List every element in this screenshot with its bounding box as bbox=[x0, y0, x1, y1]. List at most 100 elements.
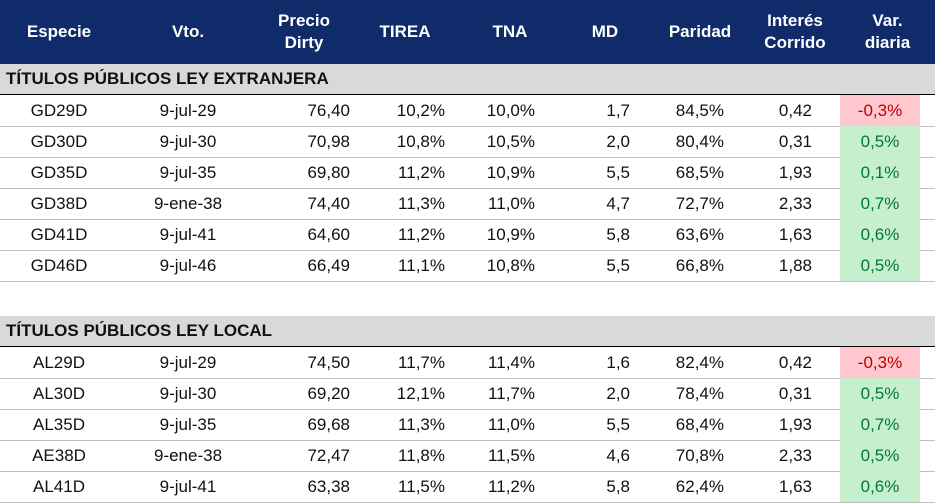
cell-tirea: 11,2% bbox=[398, 225, 445, 244]
cell-paridad: 82,4% bbox=[675, 353, 724, 372]
cell-var: 0,7% bbox=[840, 409, 920, 441]
section-rule bbox=[0, 94, 935, 95]
cell-vto: 9-jul-41 bbox=[159, 225, 217, 244]
cell-paridad: 70,8% bbox=[675, 446, 724, 465]
table-header: Especie Vto. Precio Dirty TIREA TNA MD P… bbox=[0, 0, 935, 64]
cell-vto: 9-jul-30 bbox=[159, 132, 217, 151]
cell-interes: 1,63 bbox=[778, 225, 812, 244]
cell-tna: 11,0% bbox=[488, 415, 535, 434]
cell-precio: 70,98 bbox=[307, 132, 350, 151]
cell-paridad: 68,5% bbox=[675, 163, 724, 182]
cell-var: 0,7% bbox=[840, 188, 920, 220]
cell-precio: 63,38 bbox=[307, 477, 350, 496]
table-row: AL30D 9-jul-30 69,20 12,1% 11,7% 2,0 78,4% 0,31… bbox=[0, 378, 935, 410]
row-separator bbox=[0, 378, 935, 379]
cell-interes: 0,31 bbox=[778, 132, 812, 151]
table-row: GD29D 9-jul-29 76,40 10,2% 10,0% 1,7 84,5% 0,42… bbox=[0, 95, 935, 127]
table-row: GD35D 9-jul-35 69,80 11,2% 10,9% 5,5 68,5% 1,93… bbox=[0, 157, 935, 189]
cell-vto: 9-jul-35 bbox=[159, 163, 217, 182]
cell-tirea: 11,7% bbox=[398, 353, 445, 372]
cell-interes: 0,31 bbox=[778, 384, 812, 403]
header-vto: Vto. bbox=[171, 22, 205, 41]
table-row: GD30D 9-jul-30 70,98 10,8% 10,5% 2,0 80,4% 0,31… bbox=[0, 126, 935, 158]
cell-tirea: 11,2% bbox=[398, 163, 445, 182]
section-title: TÍTULOS PÚBLICOS LEY LOCAL bbox=[6, 321, 273, 340]
row-separator bbox=[0, 188, 935, 189]
cell-vto: 9-ene-38 bbox=[153, 194, 223, 213]
cell-vto: 9-jul-35 bbox=[159, 415, 217, 434]
cell-tna: 10,8% bbox=[486, 256, 535, 275]
cell-var: 0,5% bbox=[840, 250, 920, 282]
cell-especie: GD30D bbox=[30, 132, 88, 151]
cell-interes: 2,33 bbox=[778, 446, 812, 465]
row-separator bbox=[0, 471, 935, 472]
header-interes-corrido: Interés Corrido bbox=[764, 11, 826, 52]
row-separator bbox=[0, 409, 935, 410]
cell-especie: GD46D bbox=[30, 256, 88, 275]
cell-tirea: 10,2% bbox=[396, 101, 445, 120]
cell-tna: 11,0% bbox=[488, 194, 535, 213]
cell-paridad: 63,6% bbox=[675, 225, 724, 244]
cell-paridad: 84,5% bbox=[675, 101, 724, 120]
header-precio-dirty: Precio Dirty bbox=[278, 11, 330, 52]
cell-md: 2,0 bbox=[606, 384, 630, 403]
cell-interes: 2,33 bbox=[778, 194, 812, 213]
cell-tirea: 11,8% bbox=[398, 446, 445, 465]
cell-interes: 1,88 bbox=[778, 256, 812, 275]
cell-tna: 11,5% bbox=[488, 446, 535, 465]
header-md: MD bbox=[591, 22, 619, 41]
cell-tna: 10,0% bbox=[486, 101, 535, 120]
row-separator bbox=[0, 219, 935, 220]
cell-md: 5,5 bbox=[606, 163, 630, 182]
cell-especie: AL30D bbox=[33, 384, 85, 403]
table-row: AE38D 9-ene-38 72,47 11,8% 11,5% 4,6 70,8% 2,33… bbox=[0, 440, 935, 472]
table-row: AL41D 9-jul-41 63,38 11,5% 11,2% 5,8 62,4% 1,63… bbox=[0, 471, 935, 503]
cell-precio: 69,68 bbox=[307, 415, 350, 434]
cell-tna: 11,4% bbox=[488, 353, 535, 372]
header-tirea: TIREA bbox=[379, 22, 431, 41]
section-header: TÍTULOS PÚBLICOS LEY LOCAL bbox=[0, 316, 935, 346]
section-rule bbox=[0, 346, 935, 347]
cell-tna: 11,2% bbox=[488, 477, 535, 496]
section-title: TÍTULOS PÚBLICOS LEY EXTRANJERA bbox=[6, 69, 329, 88]
cell-md: 5,8 bbox=[606, 225, 630, 244]
cell-especie: AL41D bbox=[33, 477, 85, 496]
cell-interes: 1,93 bbox=[778, 163, 812, 182]
cell-paridad: 80,4% bbox=[675, 132, 724, 151]
cell-md: 4,6 bbox=[606, 446, 630, 465]
cell-md: 2,0 bbox=[606, 132, 630, 151]
header-tna: TNA bbox=[492, 22, 528, 41]
row-separator bbox=[0, 157, 935, 158]
header-paridad: Paridad bbox=[668, 22, 732, 41]
cell-especie: GD29D bbox=[30, 101, 88, 120]
cell-especie: GD35D bbox=[30, 163, 88, 182]
cell-vto: 9-jul-30 bbox=[159, 384, 217, 403]
table-row: AL29D 9-jul-29 74,50 11,7% 11,4% 1,6 82,4% 0,42… bbox=[0, 347, 935, 379]
cell-var: 0,5% bbox=[840, 126, 920, 158]
cell-precio: 74,50 bbox=[307, 353, 350, 372]
cell-var: 0,6% bbox=[840, 471, 920, 503]
table-row: AL35D 9-jul-35 69,68 11,3% 11,0% 5,5 68,4% 1,93… bbox=[0, 409, 935, 441]
cell-especie: AE38D bbox=[32, 446, 86, 465]
table-row: GD41D 9-jul-41 64,60 11,2% 10,9% 5,8 63,6% 1,63… bbox=[0, 219, 935, 251]
cell-tirea: 11,3% bbox=[398, 194, 445, 213]
cell-var: -0,3% bbox=[840, 95, 920, 127]
cell-vto: 9-jul-41 bbox=[159, 477, 217, 496]
row-separator bbox=[0, 440, 935, 441]
cell-precio: 69,80 bbox=[307, 163, 350, 182]
cell-var: 0,5% bbox=[840, 378, 920, 410]
cell-vto: 9-jul-29 bbox=[159, 101, 217, 120]
cell-tirea: 10,8% bbox=[396, 132, 445, 151]
cell-interes: 0,42 bbox=[778, 353, 812, 372]
cell-especie: AL29D bbox=[33, 353, 85, 372]
cell-tna: 10,9% bbox=[486, 163, 535, 182]
cell-tirea: 11,3% bbox=[398, 415, 445, 434]
cell-paridad: 72,7% bbox=[675, 194, 724, 213]
cell-precio: 74,40 bbox=[307, 194, 350, 213]
cell-var: 0,5% bbox=[840, 440, 920, 472]
row-separator bbox=[0, 126, 935, 127]
cell-md: 5,5 bbox=[606, 256, 630, 275]
cell-tna: 10,9% bbox=[486, 225, 535, 244]
table-row: GD46D 9-jul-46 66,49 11,1% 10,8% 5,5 66,8% 1,88… bbox=[0, 250, 935, 282]
cell-precio: 66,49 bbox=[307, 256, 350, 275]
